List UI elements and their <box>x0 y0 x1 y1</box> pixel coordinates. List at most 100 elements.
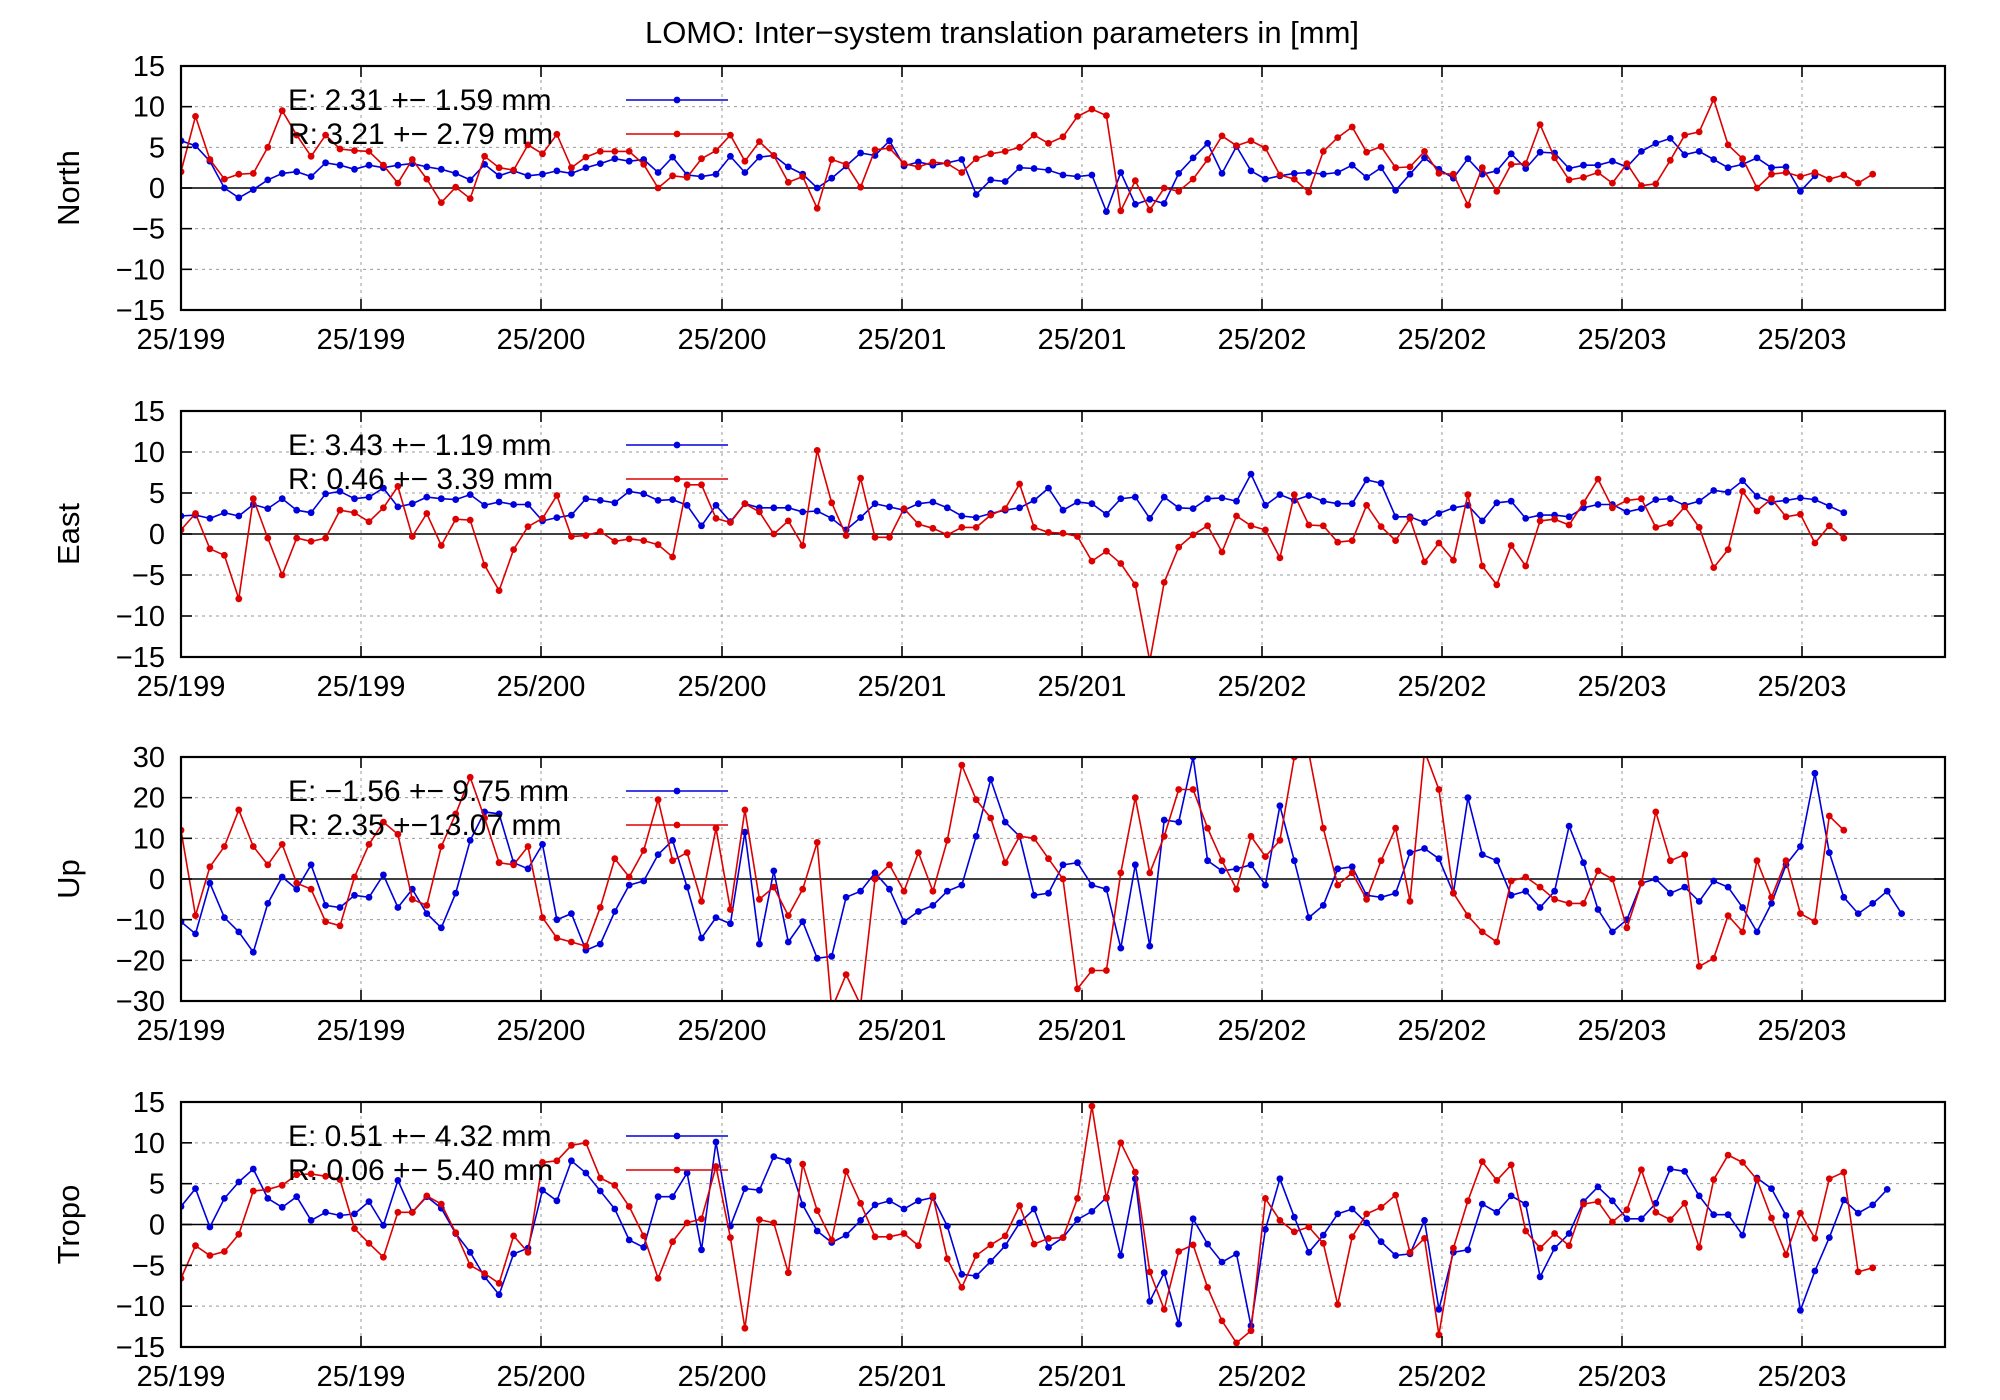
data-point-r <box>1507 542 1515 549</box>
data-point-e <box>596 1187 604 1195</box>
data-point-r <box>900 887 908 895</box>
data-point-e <box>813 954 821 962</box>
data-point-r <box>1204 824 1211 832</box>
data-point-r <box>1681 131 1689 139</box>
data-point-e <box>770 504 778 512</box>
data-point-e <box>568 1157 575 1165</box>
data-point-r <box>1146 869 1154 877</box>
x-tick-label: 25/202 <box>1218 1361 1307 1393</box>
data-point-e <box>539 1186 546 1194</box>
x-tick-label: 25/202 <box>1398 1361 1487 1393</box>
data-point-r <box>1290 175 1298 183</box>
data-point-r <box>1262 526 1269 534</box>
data-point-r <box>1666 1216 1674 1223</box>
data-point-e <box>1681 151 1689 159</box>
data-point-e <box>1406 170 1414 178</box>
data-point-r <box>1319 1239 1327 1247</box>
data-point-r <box>1840 826 1848 834</box>
data-point-r <box>1623 1206 1631 1214</box>
data-point-r <box>972 1252 980 1259</box>
data-point-r <box>1074 533 1081 540</box>
data-point-e <box>307 173 315 181</box>
x-tick-label: 25/203 <box>1578 1361 1667 1393</box>
data-point-e <box>756 1186 763 1194</box>
data-point-r <box>1088 557 1096 565</box>
data-point-e <box>1290 170 1298 177</box>
data-point-e <box>307 509 315 517</box>
data-point-r <box>1840 1168 1848 1176</box>
data-point-e <box>1045 484 1052 492</box>
data-point-r <box>1782 513 1790 521</box>
data-point-e <box>1883 887 1891 895</box>
data-point-r <box>1030 131 1038 139</box>
data-point-r <box>683 174 691 181</box>
data-point-r <box>727 906 734 913</box>
x-tick-label: 25/199 <box>317 671 406 703</box>
data-point-r <box>958 169 966 176</box>
series-line-r <box>181 97 1874 214</box>
data-point-r <box>524 843 532 850</box>
data-point-r <box>221 175 228 183</box>
data-point-r <box>293 1171 301 1179</box>
data-point-r <box>466 195 474 203</box>
x-tick-label: 25/199 <box>137 1015 226 1047</box>
data-point-r <box>351 1225 358 1232</box>
data-point-r <box>380 161 387 169</box>
data-point-r <box>857 1002 864 1009</box>
data-point-r <box>1854 1268 1862 1276</box>
data-point-e <box>625 488 633 495</box>
data-point-r <box>1160 1306 1168 1313</box>
data-point-e <box>915 908 922 915</box>
data-point-r <box>611 538 619 545</box>
data-point-e <box>683 883 691 891</box>
data-point-r <box>1623 497 1631 504</box>
data-point-r <box>1218 132 1226 140</box>
y-tick-label: 15 <box>133 1087 165 1119</box>
data-point-r <box>799 542 807 549</box>
data-point-r <box>1811 169 1819 176</box>
legend-entry-e: E: 0.51 +− 4.32 mm <box>288 1120 551 1153</box>
data-point-e <box>943 887 951 895</box>
data-point-r <box>1189 1241 1197 1249</box>
data-point-e <box>900 918 908 926</box>
data-point-r <box>1450 170 1457 178</box>
data-point-e <box>1854 910 1862 917</box>
x-tick-label: 25/202 <box>1218 1015 1307 1047</box>
data-point-r <box>1507 877 1515 885</box>
data-point-e <box>1088 171 1096 179</box>
data-point-e <box>640 877 648 885</box>
data-point-e <box>1290 1213 1298 1221</box>
data-point-e <box>336 161 344 169</box>
data-point-e <box>1233 1250 1240 1258</box>
data-point-e <box>799 508 807 516</box>
data-point-e <box>1377 164 1385 172</box>
data-point-r <box>1334 881 1342 889</box>
data-point-e <box>1825 1234 1833 1241</box>
x-tick-label: 25/203 <box>1758 1361 1847 1393</box>
data-point-r <box>1638 1166 1645 1174</box>
data-point-e <box>1536 148 1544 156</box>
data-point-r <box>813 204 821 212</box>
data-point-r <box>437 1200 445 1208</box>
data-point-e <box>625 157 633 165</box>
data-point-r <box>1088 1102 1096 1110</box>
data-point-e <box>1522 1200 1530 1208</box>
y-tick-label: −20 <box>116 945 165 977</box>
data-point-r <box>1594 1198 1602 1205</box>
data-point-e <box>1276 491 1284 498</box>
data-point-e <box>741 169 749 176</box>
data-point-e <box>394 161 402 169</box>
data-point-e <box>1305 914 1313 921</box>
data-point-r <box>784 912 792 919</box>
data-point-r <box>235 1230 243 1238</box>
data-point-r <box>1724 546 1732 553</box>
data-point-e <box>1276 802 1284 810</box>
data-point-e <box>857 149 864 157</box>
data-point-r <box>770 530 778 538</box>
data-point-r <box>698 155 705 163</box>
data-point-e <box>1305 1248 1313 1256</box>
y-tick-label: −10 <box>116 905 165 937</box>
data-point-r <box>553 934 561 942</box>
data-point-e <box>1854 1209 1862 1217</box>
legend-marker-e <box>673 787 681 795</box>
